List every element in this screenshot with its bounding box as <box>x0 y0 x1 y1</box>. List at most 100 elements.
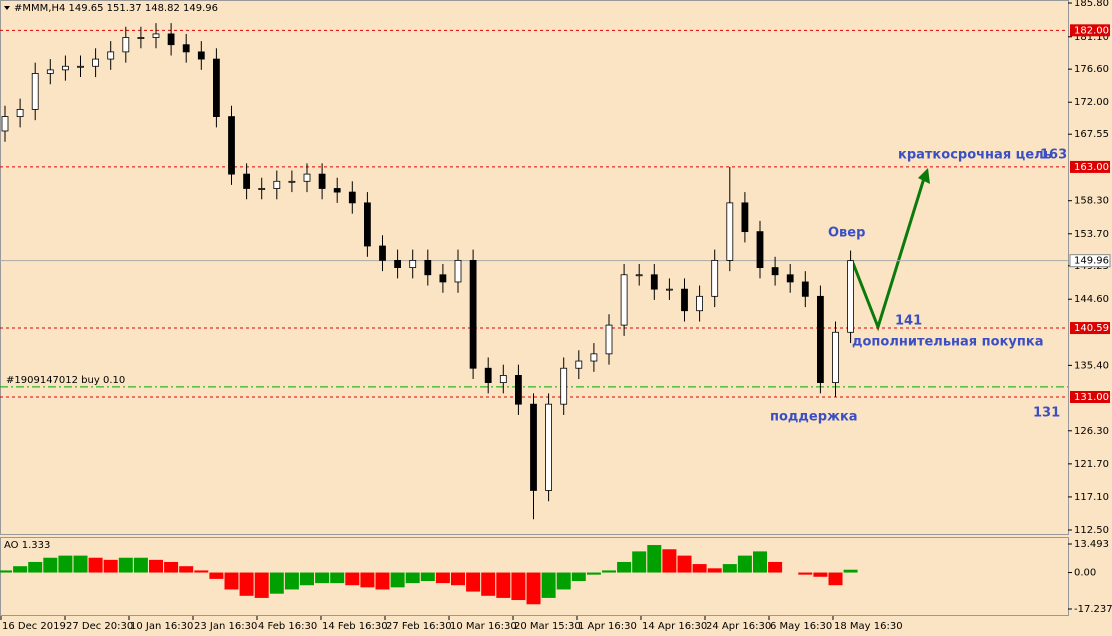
candle-body <box>530 403 537 491</box>
candle-body <box>107 51 115 60</box>
ao-bar <box>269 572 284 594</box>
ao-bar <box>300 572 314 586</box>
candle-body <box>77 65 84 68</box>
symbol-header: #MMM,H4 149.65 151.37 148.82 149.96 <box>14 3 218 14</box>
candle-body <box>16 109 24 117</box>
x-tick-label: 16 Dec 2019 <box>2 621 66 632</box>
menu-arrow[interactable] <box>4 6 10 10</box>
ao-bar <box>43 557 58 573</box>
y-tick-label: 13.493 <box>1074 539 1109 550</box>
x-tick-label: 27 Dec 20:30 <box>66 621 133 632</box>
ao-bar <box>435 572 450 584</box>
ao-bar <box>405 572 420 584</box>
ao-bar <box>284 572 299 590</box>
ao-bar <box>813 572 828 577</box>
candle-body <box>499 375 507 384</box>
candle-body <box>258 188 266 190</box>
ao-bar <box>632 551 647 573</box>
ao-bar <box>602 570 616 573</box>
candle-body <box>167 33 175 46</box>
candle-body <box>303 173 311 182</box>
candle-body <box>273 180 281 189</box>
candle-body <box>756 231 764 268</box>
candle-body <box>318 173 326 189</box>
candle-body <box>1 116 9 132</box>
x-tick-label: 14 Feb 16:30 <box>322 621 388 632</box>
candle-body <box>31 73 39 110</box>
candle-body <box>620 274 628 326</box>
candle-body <box>182 44 190 53</box>
ao-bar <box>164 561 179 573</box>
ao-bar <box>647 545 662 573</box>
candle-body <box>197 51 205 60</box>
annotation: Овер <box>828 226 865 241</box>
candle-body <box>243 173 251 189</box>
candle-body <box>605 324 613 355</box>
ao-bar <box>133 557 148 573</box>
y-tick-label: 126.30 <box>1074 426 1109 437</box>
ao-bar <box>556 572 571 590</box>
candle-body <box>228 116 235 175</box>
candle-body <box>696 295 703 312</box>
x-tick-label: 6 May 16:30 <box>770 621 832 632</box>
ao-bar <box>390 572 405 588</box>
level-label: 131.00 <box>1074 392 1109 403</box>
ao-bar <box>13 566 28 573</box>
candle-body <box>484 367 492 384</box>
ao-bar <box>541 572 556 598</box>
candle-body <box>801 281 809 297</box>
y-tick-label: 121.70 <box>1074 459 1109 470</box>
candle-body <box>152 33 160 38</box>
candle-body <box>409 259 417 268</box>
candle-body <box>288 180 296 183</box>
candle-body <box>771 267 779 276</box>
candle-body <box>424 259 432 276</box>
level-label: 140.59 <box>1074 323 1109 334</box>
annotation: 163 <box>1040 148 1067 163</box>
ao-bar <box>753 551 767 573</box>
x-tick-label: 24 Apr 16:30 <box>706 621 771 632</box>
y-tick-label: 172.00 <box>1074 97 1109 108</box>
ao-bar <box>662 549 677 573</box>
candle-body <box>817 295 824 384</box>
ao-bar <box>315 572 330 584</box>
candle-body <box>122 37 130 53</box>
candle-body <box>832 331 839 384</box>
candle-body <box>454 259 462 283</box>
candle-body <box>590 353 598 362</box>
level-box <box>1070 322 1110 335</box>
ao-bar <box>58 555 73 573</box>
ao-bar <box>798 572 813 575</box>
annotation: 131 <box>1033 406 1060 421</box>
x-tick-label: 10 Mar 16:30 <box>450 621 517 632</box>
ao-bar <box>843 569 858 573</box>
candle-body <box>333 188 341 193</box>
ao-bar <box>496 572 511 598</box>
level-label: 163.00 <box>1074 162 1109 173</box>
x-tick-label: 1 Apr 16:30 <box>578 621 637 632</box>
candle-body <box>515 375 522 405</box>
candle-body <box>666 288 673 291</box>
ao-bar <box>28 561 43 573</box>
ao-bar <box>375 572 390 590</box>
candle-body <box>650 274 658 290</box>
candle-body <box>62 65 69 71</box>
y-tick-label: 153.70 <box>1074 229 1109 240</box>
ao-bar <box>571 572 586 582</box>
x-tick-label: 18 May 16:30 <box>834 621 903 632</box>
annotation: дополнительная покупка <box>852 335 1043 350</box>
ao-bar <box>677 555 692 573</box>
ao-bar <box>179 566 194 573</box>
ao-bar <box>0 570 12 573</box>
y-tick-label: 144.60 <box>1074 294 1109 305</box>
ao-title: AO 1.333 <box>4 540 50 551</box>
y-tick-label: 0.00 <box>1074 568 1096 579</box>
candle-body <box>469 259 477 369</box>
ao-bar <box>451 572 465 586</box>
main-frame <box>0 0 1069 535</box>
level-box <box>1070 24 1110 37</box>
y-tick-label: -17.237 <box>1074 604 1112 615</box>
ao-bar <box>526 572 541 605</box>
